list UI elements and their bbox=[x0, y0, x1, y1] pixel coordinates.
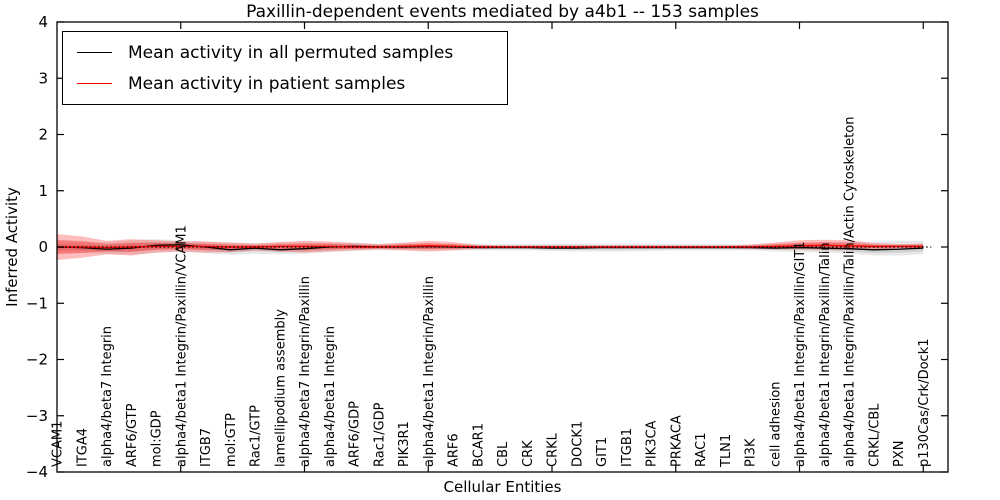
x-tick-label: PIK3R1 bbox=[397, 421, 412, 467]
x-tick-label: RAC1 bbox=[694, 432, 709, 467]
y-tick-label: 4 bbox=[38, 13, 48, 31]
legend-label-patient: Mean activity in patient samples bbox=[128, 73, 406, 94]
x-tick-label: alpha4/beta7 Integrin/Paxillin bbox=[298, 276, 313, 467]
x-tick-label: VCAM1 bbox=[51, 421, 66, 467]
x-tick-label: CRK bbox=[521, 440, 536, 467]
legend: Mean activity in all permuted samples Me… bbox=[62, 31, 508, 105]
y-tick-label: 3 bbox=[38, 69, 48, 87]
y-tick-label: 1 bbox=[38, 182, 48, 200]
x-tick-label: Rac1/GDP bbox=[372, 402, 387, 467]
x-tick-label: alpha4/beta1 Integrin/Paxillin/Talin/Act… bbox=[843, 117, 858, 467]
x-tick-label: alpha4/beta1 Integrin bbox=[323, 326, 338, 467]
x-tick-label: Rac1/GTP bbox=[249, 405, 264, 467]
x-tick-label: GIT1 bbox=[595, 437, 610, 467]
y-tick-label: 2 bbox=[38, 126, 48, 144]
legend-line-patient-icon bbox=[77, 83, 112, 84]
x-tick-label: ITGB7 bbox=[199, 428, 214, 467]
y-axis-label: Inferred Activity bbox=[3, 187, 21, 307]
chart-title: Paxillin-dependent events mediated by a4… bbox=[246, 2, 759, 22]
x-tick-label: ITGA4 bbox=[75, 428, 90, 467]
x-tick-label: lamellipodium assembly bbox=[273, 309, 288, 467]
x-tick-label: alpha4/beta1 Integrin/Paxillin bbox=[422, 276, 437, 467]
legend-line-permuted-icon bbox=[77, 52, 112, 53]
x-tick-label: alpha4/beta1 Integrin/Paxillin/GIT1 bbox=[793, 241, 808, 467]
x-tick-label: BCAR1 bbox=[471, 423, 486, 467]
y-tick-label: −1 bbox=[26, 294, 48, 312]
x-tick-label: alpha4/beta7 Integrin bbox=[100, 326, 115, 467]
x-tick-label: mol:GDP bbox=[150, 410, 165, 467]
x-tick-label: ARF6/GTP bbox=[125, 403, 140, 467]
y-tick-label: 0 bbox=[38, 238, 48, 256]
y-tick-label: −3 bbox=[26, 407, 48, 425]
x-tick-label: PI3K bbox=[744, 438, 759, 467]
x-tick-label: alpha4/beta1 Integrin/Paxillin/VCAM1 bbox=[174, 225, 189, 467]
x-tick-label: TLN1 bbox=[719, 434, 734, 468]
y-tick-label: −2 bbox=[26, 351, 48, 369]
x-axis-label: Cellular Entities bbox=[443, 478, 562, 496]
x-tick-label: CRKL bbox=[546, 432, 561, 467]
x-tick-label: PXN bbox=[892, 441, 907, 467]
x-tick-label: PIK3CA bbox=[645, 420, 660, 467]
x-tick-label: p130Cas/Crk/Dock1 bbox=[917, 338, 932, 467]
x-tick-label: DOCK1 bbox=[570, 421, 585, 467]
x-tick-label: alpha4/beta1 Integrin/Paxillin/Talin bbox=[818, 242, 833, 467]
legend-label-permuted: Mean activity in all permuted samples bbox=[128, 42, 454, 63]
y-tick-label: −4 bbox=[26, 463, 48, 481]
x-tick-label: CRKL/CBL bbox=[867, 403, 882, 467]
x-tick-label: cell adhesion bbox=[768, 381, 783, 467]
legend-item-permuted: Mean activity in all permuted samples bbox=[63, 37, 507, 68]
legend-item-patient: Mean activity in patient samples bbox=[63, 68, 507, 99]
x-tick-label: ARF6/GDP bbox=[348, 401, 363, 467]
x-tick-label: ITGB1 bbox=[620, 428, 635, 467]
x-tick-label: mol:GTP bbox=[224, 413, 239, 467]
x-tick-label: ARF6 bbox=[447, 433, 462, 467]
x-tick-label: CBL bbox=[496, 441, 511, 467]
x-tick-label: PRKACA bbox=[669, 415, 684, 467]
